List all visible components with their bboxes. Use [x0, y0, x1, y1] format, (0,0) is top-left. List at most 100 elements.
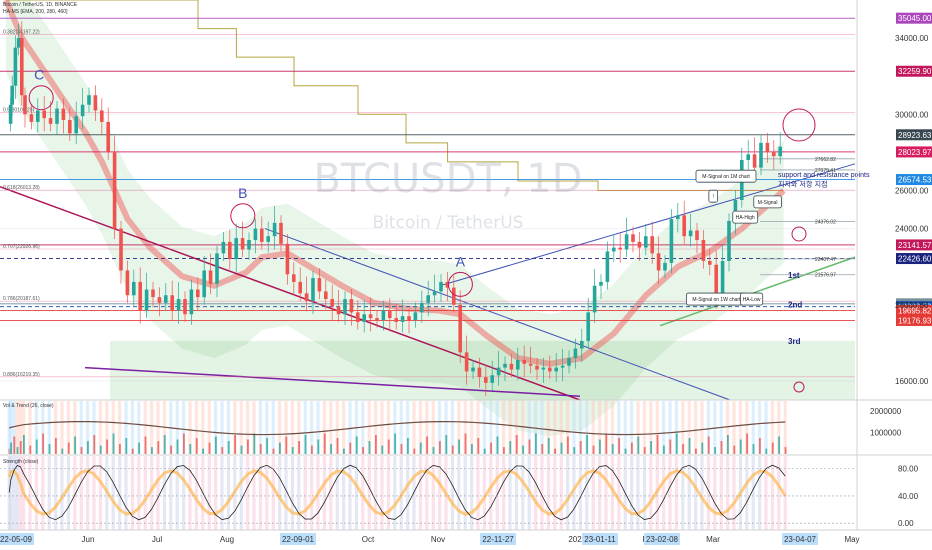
strength-bg [28, 456, 32, 530]
callout-text: M-Signal on 1M chart [702, 174, 750, 180]
volume-bg [694, 401, 698, 454]
volume-bg [444, 401, 448, 454]
volume-bg [18, 401, 22, 454]
candle-body [247, 240, 251, 250]
volume-bar [515, 434, 518, 454]
volume-bar [675, 433, 678, 454]
volume-bar [221, 447, 224, 454]
volume-bg [239, 401, 243, 454]
volume-bar [477, 438, 480, 454]
candle-body [157, 297, 162, 303]
volume-bg [278, 401, 282, 454]
candle-body [560, 365, 565, 368]
strength-bg [310, 456, 314, 530]
price-tick: 24000.00 [895, 225, 929, 234]
callout-text: M-Signal on 1W chart [692, 297, 741, 303]
strength-bg [700, 456, 704, 530]
volume-bar [323, 433, 326, 454]
volume-bg [399, 401, 403, 454]
candle-body [592, 285, 597, 313]
strength-bg [585, 456, 589, 530]
volume-bg [534, 401, 538, 454]
volume-bg [732, 401, 736, 454]
volume-bar [695, 448, 697, 454]
price-label: 22426.60 [898, 255, 932, 264]
volume-bar [528, 439, 531, 454]
volume-bar [394, 433, 396, 454]
callout-box [740, 292, 764, 306]
strength-bg [706, 456, 710, 530]
volume-bar [343, 448, 345, 454]
strength-bg [764, 456, 768, 530]
volume-bg [310, 401, 314, 454]
candle-body [400, 316, 405, 322]
volume-bar [55, 438, 57, 454]
volume-bg [591, 401, 595, 454]
strength-tick: 80.00 [898, 465, 919, 474]
candle-body [413, 312, 418, 320]
volume-bg [348, 401, 352, 454]
volume-bg [425, 401, 429, 454]
time-label-bg [582, 533, 618, 545]
volume-bg [783, 401, 787, 454]
volume-bg [674, 401, 678, 454]
volume-bg [118, 401, 122, 454]
price-label-bg [896, 174, 932, 186]
strength-bg [745, 456, 749, 530]
volume-bg [220, 401, 224, 454]
volume-bar [483, 448, 486, 454]
candle-body [420, 302, 424, 313]
candle-body [733, 200, 738, 221]
candle-body [618, 247, 622, 250]
volume-bg [290, 401, 294, 454]
strength-bg [630, 456, 634, 530]
candle-body [375, 318, 379, 320]
candle-body [68, 120, 72, 134]
volume-bar [93, 434, 96, 454]
strength-bg [482, 456, 486, 530]
strength-bg [143, 456, 147, 530]
strength-bg [226, 456, 230, 530]
volume-bg [233, 401, 237, 454]
price-label: 28023.97 [898, 148, 932, 157]
candle-body [484, 377, 488, 383]
strength-bg [278, 456, 282, 530]
price-label-bg [896, 65, 932, 77]
candle-body [228, 241, 232, 260]
candle-body [426, 295, 430, 303]
volume-bg [578, 401, 582, 454]
volume-bar [189, 444, 192, 454]
volume-tick: 2000000 [870, 407, 902, 416]
candle-body [330, 299, 334, 307]
volume-bar [19, 441, 22, 454]
candle-body [298, 281, 302, 294]
candle-body [240, 238, 245, 250]
strength-bg [508, 456, 512, 530]
volume-bg [598, 401, 602, 454]
strength-bg [386, 456, 390, 530]
volume-bar [266, 438, 268, 454]
strength-bg [783, 456, 787, 530]
strength-bg [18, 456, 22, 530]
candle-body [464, 352, 469, 372]
symbol-header: Bitcoin / TetherUS, 1D, BINANCE [3, 2, 78, 8]
candle-body [292, 274, 296, 282]
wave-label: B [238, 185, 247, 201]
volume-bg [457, 401, 461, 454]
candle-body [234, 238, 238, 260]
volume-bg [514, 401, 518, 454]
strength-bg [348, 456, 352, 530]
strength-bg [9, 456, 13, 530]
strength-bg [438, 456, 442, 530]
candle-body [215, 253, 219, 284]
candle-body [16, 38, 21, 48]
candle-body [119, 228, 123, 271]
candle-body [407, 316, 411, 320]
indicator-header: HA-MS [EMA, 200, 280, 460] [3, 9, 68, 15]
candle-body [80, 104, 85, 117]
strength-bg [566, 456, 570, 530]
candle-body [528, 363, 533, 366]
volume-bg [438, 401, 442, 454]
candle-body [445, 281, 450, 288]
